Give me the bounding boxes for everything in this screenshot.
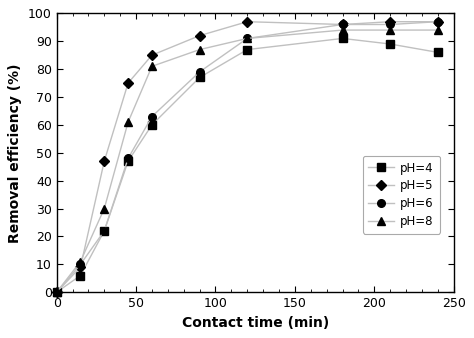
- pH=6: [78, 262, 83, 266]
- pH=6: [54, 290, 59, 294]
- pH=6: [101, 229, 107, 233]
- pH=4: [101, 229, 107, 233]
- Line: pH=4: pH=4: [53, 34, 442, 296]
- Line: pH=8: pH=8: [53, 26, 442, 296]
- Line: pH=5: pH=5: [53, 18, 442, 296]
- pH=6: [435, 20, 441, 24]
- pH=4: [245, 48, 250, 52]
- pH=5: [435, 20, 441, 24]
- pH=8: [149, 64, 155, 68]
- pH=6: [387, 22, 393, 26]
- pH=4: [78, 273, 83, 277]
- pH=5: [197, 33, 202, 38]
- pH=5: [78, 265, 83, 269]
- pH=8: [197, 48, 202, 52]
- pH=8: [101, 207, 107, 211]
- pH=8: [387, 28, 393, 32]
- Line: pH=6: pH=6: [53, 18, 442, 296]
- pH=8: [78, 260, 83, 264]
- pH=4: [340, 37, 346, 41]
- pH=4: [435, 50, 441, 54]
- pH=4: [197, 75, 202, 79]
- pH=8: [245, 37, 250, 41]
- X-axis label: Contact time (min): Contact time (min): [182, 316, 329, 330]
- pH=5: [125, 81, 131, 85]
- pH=6: [125, 156, 131, 161]
- pH=4: [149, 123, 155, 127]
- pH=5: [54, 290, 59, 294]
- pH=5: [245, 20, 250, 24]
- pH=8: [435, 28, 441, 32]
- pH=4: [125, 159, 131, 163]
- pH=8: [340, 28, 346, 32]
- pH=5: [340, 22, 346, 26]
- pH=5: [149, 53, 155, 57]
- pH=6: [149, 115, 155, 119]
- pH=8: [54, 290, 59, 294]
- pH=5: [387, 20, 393, 24]
- Legend: pH=4, pH=5, pH=6, pH=8: pH=4, pH=5, pH=6, pH=8: [363, 155, 440, 234]
- pH=4: [387, 42, 393, 46]
- pH=8: [125, 120, 131, 124]
- pH=6: [245, 37, 250, 41]
- pH=4: [54, 290, 59, 294]
- pH=6: [197, 70, 202, 74]
- pH=5: [101, 159, 107, 163]
- Y-axis label: Removal efficiency (%): Removal efficiency (%): [9, 63, 22, 243]
- pH=6: [340, 22, 346, 26]
